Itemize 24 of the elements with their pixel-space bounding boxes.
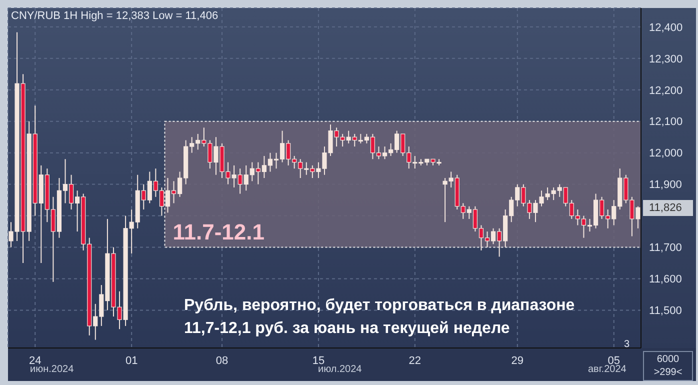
- x-tick-label: 29: [511, 354, 524, 367]
- x-tick-label: 15: [312, 354, 325, 367]
- scale-button: 6000 >299<: [643, 351, 693, 381]
- band-label: 11.7-12.1: [172, 219, 264, 244]
- x-tick-label: 01: [125, 354, 138, 367]
- text: июл.2024: [318, 364, 362, 375]
- x-tick-label: 22: [408, 354, 422, 367]
- y-tick-label: 12,300: [649, 53, 683, 66]
- annotation: 3: [624, 339, 630, 350]
- y-tick-label: 12,400: [649, 22, 683, 34]
- y-tick-label: 12,000: [649, 148, 683, 160]
- y-tick-label: 11,600: [649, 274, 682, 286]
- text: июн.2024: [30, 364, 74, 375]
- y-tick-label: 11,900: [649, 179, 682, 192]
- y-tick-label: 11,700: [649, 242, 682, 254]
- y-tick-label: 12,100: [649, 116, 683, 128]
- x-tick-label: 24: [29, 354, 42, 367]
- text: 11,826: [643, 200, 693, 216]
- chart-title: CNY/RUB 1H High = 12,383 Low = 11,406: [11, 10, 218, 22]
- annotation: Рубль, вероятно, будет торговаться в диапазоне 11,7-12,1 руб. за юань на текущей неделе: [184, 296, 576, 339]
- x-tick-label: 08: [216, 354, 228, 367]
- text: авг.2024: [588, 364, 626, 375]
- y-tick-label: 11,500: [649, 305, 682, 318]
- y-tick-label: 12,200: [649, 84, 683, 97]
